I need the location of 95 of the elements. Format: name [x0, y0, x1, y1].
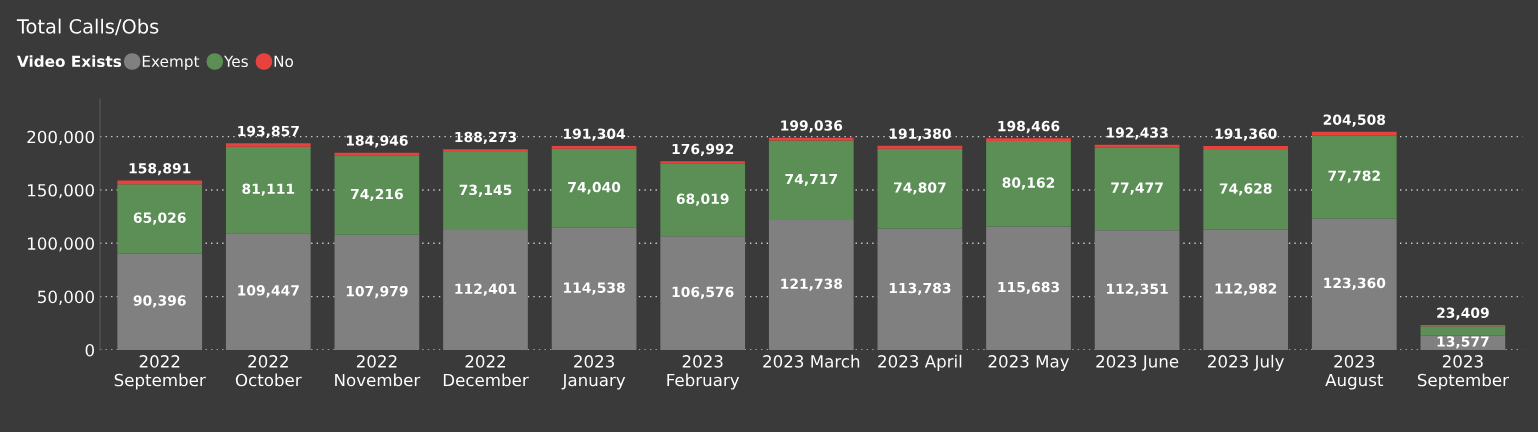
total-label: 191,360: [1215, 128, 1277, 141]
x-tick-label: 2023 April: [878, 354, 962, 371]
bar: [877, 228, 963, 350]
bar: [225, 233, 311, 350]
total-label: 198,466: [998, 120, 1060, 134]
bar: [334, 155, 420, 235]
legend-label: Yes: [223, 55, 248, 68]
bar: [1311, 218, 1397, 350]
bar: [551, 227, 637, 350]
bar: [877, 148, 963, 229]
total-label: 204,508: [1323, 114, 1386, 127]
x-tick-label: 2022 November: [335, 355, 421, 387]
x-tick-label: 2023 February: [667, 355, 740, 390]
data-label: 74,717: [785, 174, 837, 187]
bar: [660, 161, 746, 164]
data-label: 112,351: [1107, 283, 1168, 296]
data-label: 106,576: [672, 286, 734, 299]
data-label: 80,162: [1002, 177, 1055, 190]
bar: [1203, 145, 1289, 150]
data-label: 114,538: [564, 282, 625, 295]
data-label: 107,979: [346, 285, 408, 299]
data-label: 65,026: [133, 212, 186, 225]
y-tick-label: 100,000: [28, 237, 94, 252]
legend-title: Video Exists: [16, 55, 122, 68]
bar: [660, 163, 746, 237]
data-label: 74,040: [568, 181, 621, 195]
bar: [334, 234, 420, 350]
bar: [1094, 144, 1180, 148]
bar: [877, 145, 963, 149]
data-label: 68,019: [676, 193, 729, 206]
x-tick-label: 2023 March: [763, 354, 860, 368]
total-label: 188,273: [455, 131, 517, 144]
data-label: 113,783: [889, 282, 951, 296]
data-label: 112,401: [455, 283, 517, 296]
bar: [986, 138, 1071, 142]
total-label: 191,304: [564, 128, 626, 141]
x-tick-label: 2022 September: [114, 355, 206, 390]
x-tick-label: 2022 December: [443, 355, 529, 387]
data-label: 77,782: [1328, 170, 1380, 183]
data-label: 77,477: [1111, 182, 1163, 195]
bar: [1094, 147, 1180, 231]
bar: [334, 152, 420, 156]
data-label: 74,807: [894, 182, 946, 195]
y-tick-label: 0: [85, 343, 94, 357]
bar: [551, 148, 637, 228]
x-tick-label: 2022 October: [235, 355, 302, 387]
y-tick-label: 50,000: [38, 290, 94, 305]
bar: [986, 226, 1071, 350]
bar: [551, 145, 637, 149]
bar: [1420, 326, 1506, 336]
x-tick-label: 2023 August: [1325, 355, 1384, 390]
total-label: 176,992: [672, 143, 734, 157]
data-label: 121,738: [781, 278, 843, 291]
bar: [986, 141, 1071, 227]
data-label: 112,982: [1215, 283, 1277, 296]
chart-title: Total Calls/Obs: [16, 18, 159, 36]
total-label: 199,036: [781, 120, 843, 133]
bar: [225, 146, 311, 234]
data-label: 74,628: [1219, 183, 1272, 196]
legend-label: Exempt: [142, 55, 200, 71]
x-tick-label: 2023 May: [988, 355, 1070, 371]
y-tick-label: 200,000: [27, 130, 94, 145]
bar: [117, 253, 203, 350]
bar: [660, 236, 746, 350]
bar: [1094, 230, 1180, 350]
total-label: 158,891: [129, 163, 191, 176]
bar: [443, 152, 528, 231]
data-label: 81,111: [242, 183, 295, 196]
total-label: 23,409: [1437, 307, 1489, 320]
bar: [117, 184, 203, 254]
bar: [1203, 229, 1289, 350]
bar: [443, 149, 528, 153]
x-tick-label: 2023 January: [561, 355, 626, 390]
y-tick-label: 150,000: [28, 183, 94, 199]
bar: [1203, 149, 1289, 230]
data-label: 90,396: [133, 295, 186, 308]
data-label: 123,360: [1324, 277, 1386, 290]
total-label: 193,857: [238, 125, 299, 139]
bar: [768, 220, 854, 350]
data-label: 109,447: [238, 285, 299, 298]
bar: [1311, 135, 1397, 219]
total-label: 191,380: [889, 128, 951, 141]
x-tick-label: 2023 June: [1096, 355, 1179, 371]
data-label: 73,145: [459, 184, 512, 197]
legend-label: No: [274, 55, 294, 68]
x-tick-label: 2023 July: [1208, 354, 1285, 371]
total-label: 184,946: [346, 135, 408, 148]
bar: [768, 140, 854, 221]
total-label: 192,433: [1107, 127, 1168, 140]
data-label: 13,577: [1437, 336, 1489, 349]
data-label: 74,216: [351, 188, 403, 202]
data-label: 115,683: [998, 281, 1060, 295]
x-tick-label: 2023 September: [1417, 355, 1509, 390]
bar: [225, 143, 311, 147]
bar: [443, 230, 528, 350]
